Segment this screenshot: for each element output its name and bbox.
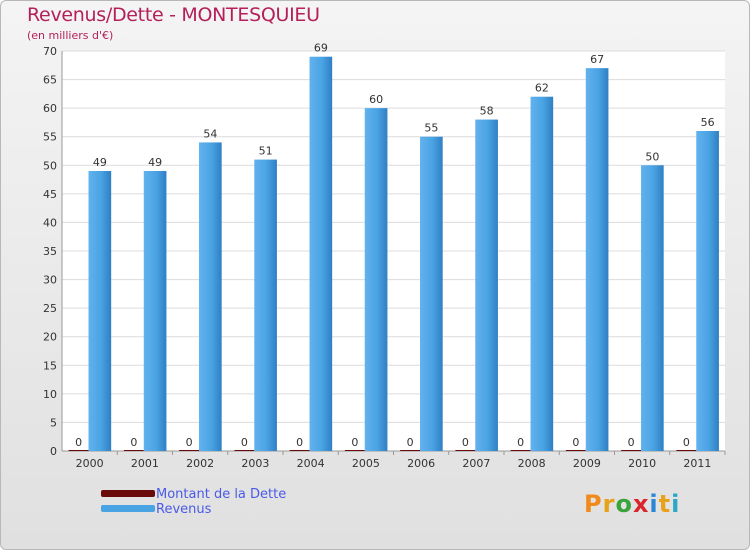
data-label-revenus: 55: [424, 122, 438, 135]
x-tick-label: 2001: [131, 457, 159, 470]
chart-subtitle: (en milliers d'€): [27, 29, 114, 42]
bar-revenus: [696, 131, 719, 451]
x-tick-label: 2005: [352, 457, 380, 470]
y-tick-label: 40: [43, 216, 57, 229]
bar-revenus: [641, 165, 664, 452]
y-tick-label: 30: [43, 274, 57, 287]
bar-dette: [289, 450, 310, 451]
logo-letter: i: [649, 490, 659, 518]
data-label-dette: 0: [75, 436, 82, 449]
bar-dette: [123, 450, 144, 451]
y-tick-label: 10: [43, 388, 57, 401]
y-tick-label: 0: [50, 445, 57, 458]
logo-letter: o: [615, 490, 633, 518]
bar-revenus: [309, 56, 333, 451]
x-tick-label: 2010: [628, 457, 656, 470]
bar-revenus: [420, 136, 443, 451]
y-tick-label: 25: [43, 302, 57, 315]
data-label-revenus: 60: [369, 93, 383, 106]
bar-dette: [179, 450, 200, 451]
y-tick-label: 50: [43, 159, 57, 172]
data-label-revenus: 69: [314, 42, 328, 55]
logo-letter: r: [602, 490, 616, 518]
bar-dette: [400, 450, 421, 451]
data-label-dette: 0: [186, 436, 193, 449]
logo-letter: x: [632, 490, 650, 518]
data-label-dette: 0: [296, 436, 303, 449]
bar-dette: [565, 450, 586, 451]
x-tick-label: 2003: [241, 457, 269, 470]
data-label-revenus: 67: [590, 53, 604, 66]
data-label-revenus: 56: [701, 116, 715, 129]
data-label-revenus: 62: [535, 82, 549, 95]
x-tick-label: 2006: [407, 457, 435, 470]
data-label-revenus: 54: [203, 127, 217, 140]
x-tick-label: 2004: [297, 457, 325, 470]
y-tick-label: 65: [43, 74, 57, 87]
data-label-dette: 0: [462, 436, 469, 449]
y-tick-label: 35: [43, 245, 57, 258]
data-label-revenus: 49: [148, 156, 162, 169]
y-tick-label: 55: [43, 131, 57, 144]
data-label-dette: 0: [241, 436, 248, 449]
data-label-dette: 0: [683, 436, 690, 449]
bar-dette: [510, 450, 531, 451]
data-label-revenus: 51: [259, 145, 273, 158]
data-label-dette: 0: [572, 436, 579, 449]
x-tick-label: 2011: [683, 457, 711, 470]
data-label-revenus: 49: [93, 156, 107, 169]
data-label-dette: 0: [351, 436, 358, 449]
bar-dette: [455, 450, 476, 451]
data-label-revenus: 58: [480, 105, 494, 118]
y-tick-label: 15: [43, 359, 57, 372]
chart-title: Revenus/Dette - MONTESQUIEU: [27, 4, 320, 26]
x-tick-label: 2000: [76, 457, 104, 470]
legend-label-dette: Montant de la Dette: [156, 487, 287, 502]
bar-revenus: [254, 159, 277, 452]
bar-dette: [621, 450, 642, 451]
data-label-dette: 0: [517, 436, 524, 449]
x-tick-label: 2007: [462, 457, 490, 470]
x-tick-label: 2008: [518, 457, 546, 470]
y-tick-label: 45: [43, 188, 57, 201]
bar-revenus: [475, 119, 498, 452]
bar-revenus: [88, 171, 112, 451]
legend-swatch-dette: [101, 490, 155, 497]
bar-revenus: [364, 108, 388, 452]
legend-label-revenus: Revenus: [156, 502, 212, 517]
bar-dette: [676, 450, 697, 451]
bar-revenus: [585, 68, 609, 452]
bar-revenus: [530, 96, 554, 451]
bar-dette: [68, 450, 89, 451]
bar-dette: [344, 450, 365, 451]
y-tick-label: 60: [43, 102, 57, 115]
data-label-dette: 0: [628, 436, 635, 449]
logo-letter: P: [584, 490, 603, 518]
bar-revenus: [199, 142, 222, 451]
x-tick-label: 2002: [186, 457, 214, 470]
legend-swatch-revenus: [101, 505, 155, 512]
data-label-revenus: 50: [645, 150, 659, 163]
proxiti-logo: Proxiti: [584, 490, 680, 518]
y-tick-label: 5: [50, 416, 57, 429]
logo-letter: t: [658, 490, 672, 518]
bar-dette: [234, 450, 255, 451]
data-label-dette: 0: [130, 436, 137, 449]
bar-revenus: [143, 171, 167, 451]
y-tick-label: 70: [43, 45, 57, 58]
y-tick-label: 20: [43, 331, 57, 344]
x-tick-label: 2009: [573, 457, 601, 470]
data-label-dette: 0: [407, 436, 414, 449]
logo-letter: i: [671, 490, 681, 518]
